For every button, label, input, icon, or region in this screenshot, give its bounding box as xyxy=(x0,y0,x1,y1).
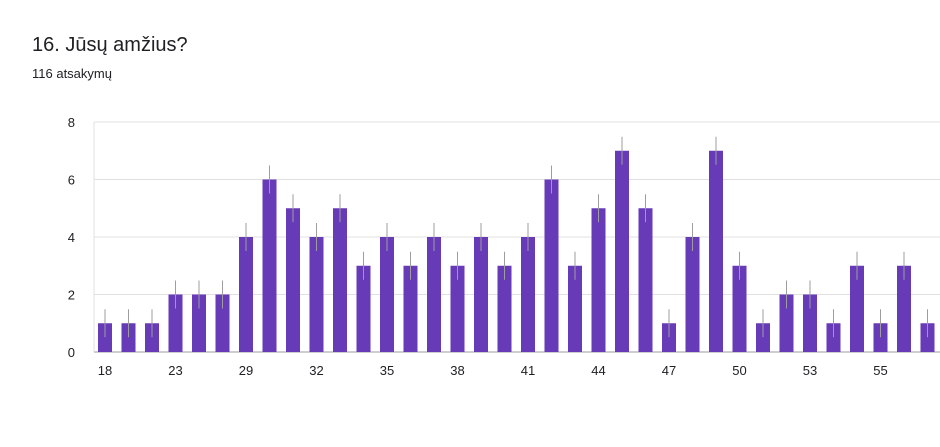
bar xyxy=(591,208,606,352)
x-tick-label: 44 xyxy=(591,363,605,378)
bar xyxy=(286,208,300,352)
x-tick-label: 23 xyxy=(168,363,182,378)
y-tick-label: 8 xyxy=(68,115,75,130)
bar xyxy=(803,294,817,352)
bar xyxy=(873,323,888,352)
bar xyxy=(521,237,535,352)
x-tick-label: 29 xyxy=(239,363,253,378)
bar xyxy=(779,294,794,352)
x-tick-label: 50 xyxy=(732,363,746,378)
bar xyxy=(474,237,488,352)
y-tick-label: 4 xyxy=(68,230,75,245)
bar xyxy=(145,323,159,352)
bar xyxy=(568,265,582,352)
bar xyxy=(497,265,512,352)
bar xyxy=(756,323,770,352)
bar xyxy=(450,265,465,352)
x-tick-label: 41 xyxy=(521,363,535,378)
bar xyxy=(215,294,230,352)
bar xyxy=(544,179,559,352)
question-title: 16. Jūsų amžius? xyxy=(32,34,188,56)
bar xyxy=(121,323,136,352)
bar xyxy=(850,265,864,352)
bar xyxy=(98,323,112,352)
bar xyxy=(168,294,183,352)
bar xyxy=(403,265,418,352)
bar xyxy=(239,237,253,352)
bar xyxy=(709,150,723,352)
x-tick-label: 55 xyxy=(873,363,887,378)
bar xyxy=(897,265,911,352)
bar xyxy=(309,237,324,352)
y-tick-label: 0 xyxy=(68,345,75,360)
bar xyxy=(615,150,629,352)
bar xyxy=(685,237,700,352)
bar xyxy=(262,179,277,352)
bar xyxy=(380,237,394,352)
bar xyxy=(333,208,347,352)
x-tick-label: 35 xyxy=(380,363,394,378)
x-tick-label: 32 xyxy=(309,363,323,378)
x-tick-label: 38 xyxy=(450,363,464,378)
bar xyxy=(356,265,371,352)
x-tick-label: 47 xyxy=(662,363,676,378)
bar xyxy=(732,265,747,352)
bar xyxy=(826,323,841,352)
bar xyxy=(920,323,935,352)
bar xyxy=(638,208,653,352)
bar xyxy=(192,294,206,352)
x-tick-label: 18 xyxy=(98,363,112,378)
y-tick-label: 6 xyxy=(68,173,75,188)
bar xyxy=(427,237,441,352)
y-tick-label: 2 xyxy=(68,288,75,303)
x-tick-label: 53 xyxy=(803,363,817,378)
response-count: 116 atsakymų xyxy=(32,66,112,81)
bar xyxy=(662,323,676,352)
